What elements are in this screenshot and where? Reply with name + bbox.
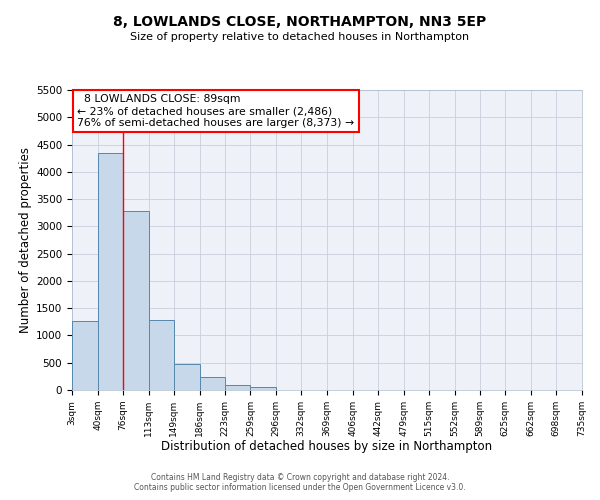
Bar xyxy=(72,320,98,390)
Text: 8 LOWLANDS CLOSE: 89sqm
← 23% of detached houses are smaller (2,486)
76% of semi: 8 LOWLANDS CLOSE: 89sqm ← 23% of detache… xyxy=(77,94,354,128)
Text: Contains HM Land Registry data © Crown copyright and database right 2024.
Contai: Contains HM Land Registry data © Crown c… xyxy=(134,473,466,492)
Bar xyxy=(174,364,199,390)
Bar xyxy=(98,154,123,390)
Bar xyxy=(149,320,174,390)
Text: 8, LOWLANDS CLOSE, NORTHAMPTON, NN3 5EP: 8, LOWLANDS CLOSE, NORTHAMPTON, NN3 5EP xyxy=(113,15,487,29)
Bar xyxy=(225,385,250,390)
Bar xyxy=(123,210,149,390)
X-axis label: Distribution of detached houses by size in Northampton: Distribution of detached houses by size … xyxy=(161,440,493,454)
Y-axis label: Number of detached properties: Number of detached properties xyxy=(19,147,32,333)
Bar xyxy=(199,378,225,390)
Bar xyxy=(250,388,276,390)
Text: Size of property relative to detached houses in Northampton: Size of property relative to detached ho… xyxy=(130,32,470,42)
